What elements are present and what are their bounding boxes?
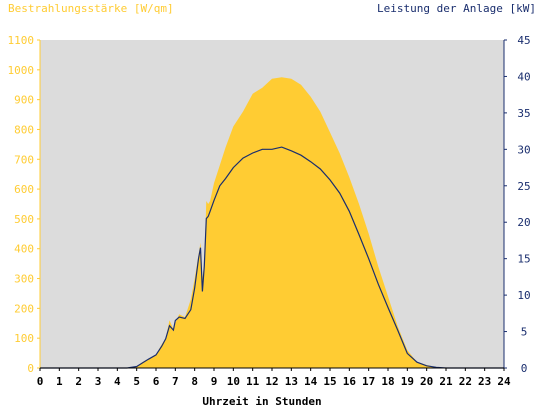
x-axis-tick-label: 22: [459, 375, 472, 388]
right-axis-tick-label: 30: [517, 143, 530, 156]
x-axis-tick-label: 9: [211, 375, 218, 388]
x-axis-tick-label: 5: [133, 375, 140, 388]
right-axis-tick-label: 10: [517, 289, 530, 302]
x-axis-tick-label: 13: [285, 375, 298, 388]
irradiance-area: [40, 77, 504, 369]
x-axis-tick-label: 10: [227, 375, 240, 388]
left-axis-tick-label: 600: [14, 183, 34, 196]
x-axis-tick-label: 3: [95, 375, 102, 388]
x-axis-tick-label: 6: [153, 375, 160, 388]
x-axis-tick-label: 16: [343, 375, 357, 388]
x-axis-tick-label: 2: [75, 375, 82, 388]
left-axis-tick-label: 0: [27, 362, 34, 375]
x-axis-tick-label: 18: [381, 375, 394, 388]
right-axis-tick-label: 35: [517, 107, 530, 120]
left-axis-tick-label: 800: [14, 123, 34, 136]
right-axis-tick-label: 25: [517, 180, 530, 193]
left-axis-tick-label: 500: [14, 213, 34, 226]
right-axis-tick-label: 40: [517, 70, 530, 83]
chart-marks: [40, 77, 504, 369]
x-axis-tick-label: 0: [37, 375, 44, 388]
x-axis-tick-label: 24: [497, 375, 511, 388]
x-axis-tick-label: 1: [56, 375, 63, 388]
left-axis-tick-label: 200: [14, 302, 34, 315]
left-axis-tick-label: 400: [14, 243, 34, 256]
right-axis-tick-label: 45: [517, 34, 530, 47]
x-axis-tick-label: 17: [362, 375, 375, 388]
x-axis-tick-label: 23: [478, 375, 491, 388]
left-axis-tick-label: 100: [14, 332, 34, 345]
x-axis-tick-label: 8: [191, 375, 198, 388]
x-axis-title: Uhrzeit in Stunden: [202, 395, 321, 408]
right-axis-title: Leistung der Anlage [kW]: [377, 2, 536, 15]
right-axis-tick-label: 5: [521, 326, 528, 339]
left-axis-tick-label: 300: [14, 273, 34, 286]
x-axis-tick-label: 7: [172, 375, 179, 388]
right-axis-tick-label: 0: [521, 362, 528, 375]
left-axis-tick-label: 700: [14, 153, 34, 166]
x-axis-tick-label: 11: [246, 375, 260, 388]
left-axis-tick-label: 900: [14, 94, 34, 107]
x-axis-tick-label: 15: [323, 375, 336, 388]
left-axis-title: Bestrahlungsstärke [W/qm]: [8, 2, 174, 15]
x-axis-tick-label: 12: [265, 375, 278, 388]
right-axis-tick-label: 15: [517, 253, 530, 266]
x-axis-tick-label: 14: [304, 375, 318, 388]
left-axis-tick-label: 1100: [8, 34, 35, 47]
x-axis-tick-label: 20: [420, 375, 433, 388]
chart-axes: 0100200300400500600700800900100011000510…: [8, 34, 531, 388]
right-axis-tick-label: 20: [517, 216, 530, 229]
x-axis-tick-label: 21: [439, 375, 453, 388]
x-axis-tick-label: 4: [114, 375, 121, 388]
power-line: [40, 146, 504, 369]
left-axis-tick-label: 1000: [8, 64, 35, 77]
x-axis-tick-label: 19: [401, 375, 414, 388]
